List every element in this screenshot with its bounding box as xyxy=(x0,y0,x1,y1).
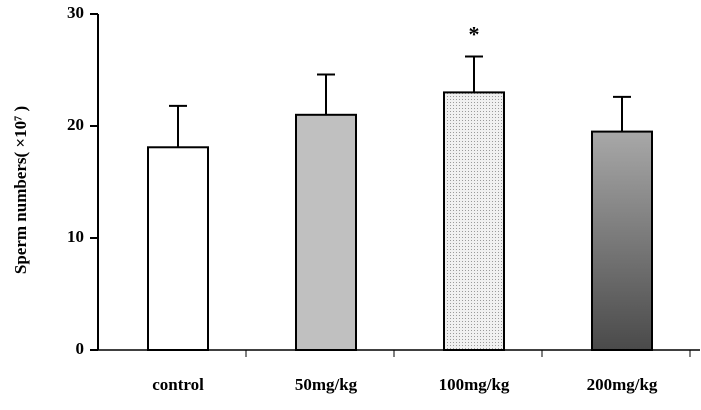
bar xyxy=(295,113,357,351)
bar xyxy=(591,130,653,351)
bar xyxy=(147,146,209,351)
x-tick-label: 100mg/kg xyxy=(439,375,510,394)
x-tick-label: 200mg/kg xyxy=(587,375,658,394)
y-tick-label: 0 xyxy=(76,339,85,358)
y-axis-label: Sperm numbers( ×10⁷ ) xyxy=(11,106,30,274)
annotation: * xyxy=(469,22,480,47)
y-tick-label: 20 xyxy=(67,115,84,134)
x-tick-label: 50mg/kg xyxy=(295,375,358,394)
y-tick-label: 10 xyxy=(67,227,84,246)
x-tick-label: control xyxy=(152,375,204,394)
y-tick-label: 30 xyxy=(67,3,84,22)
bar xyxy=(443,91,505,352)
